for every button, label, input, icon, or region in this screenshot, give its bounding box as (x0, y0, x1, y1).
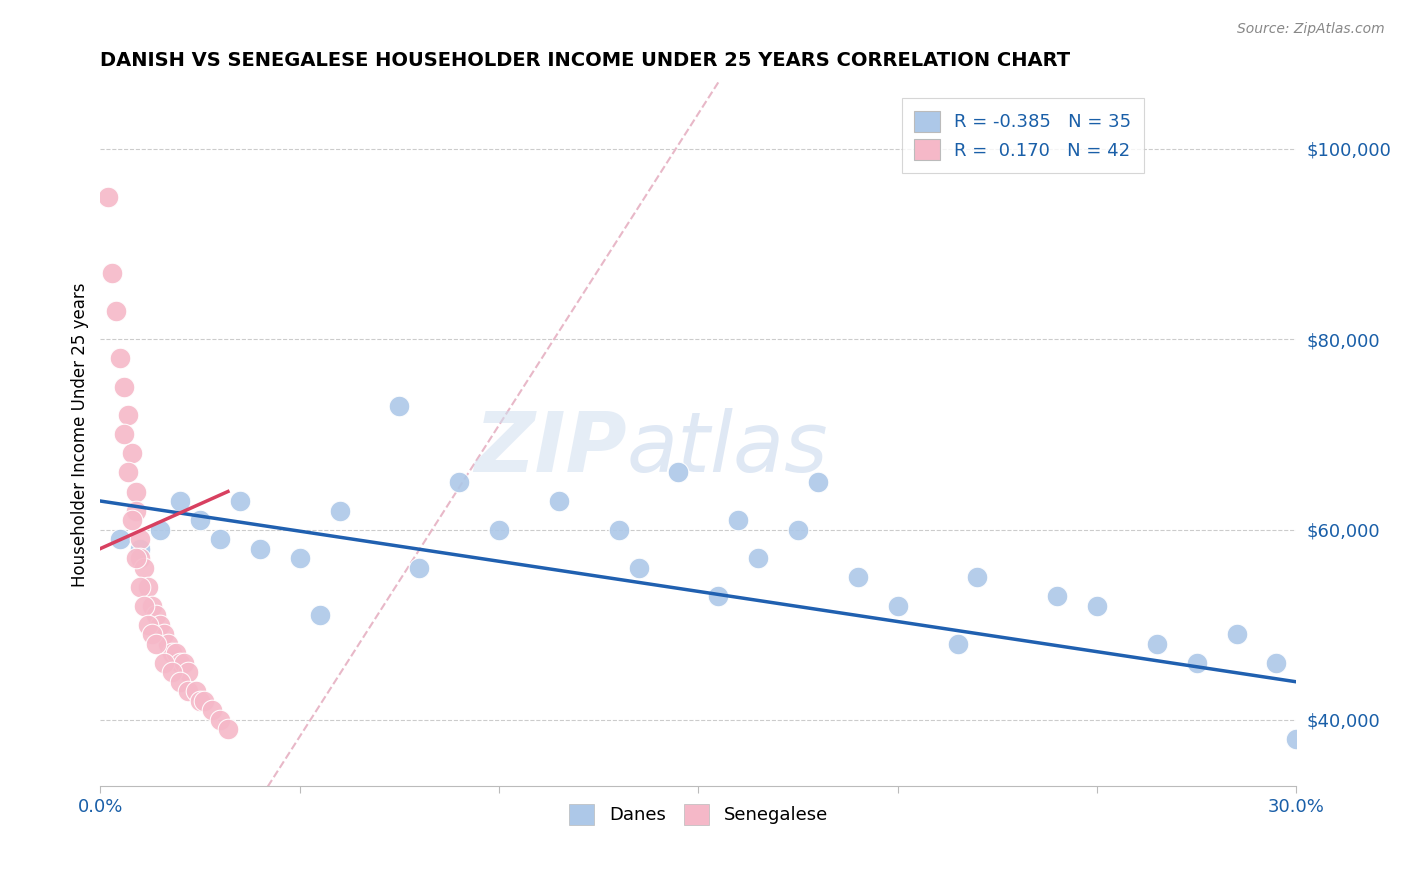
Point (201, 703, 224, 717)
Point (129, 551, 152, 566)
Point (846, 570, 869, 584)
Point (165, 646, 187, 660)
Point (112, 427, 135, 442)
Point (134, 599, 156, 613)
Point (707, 589, 730, 603)
Point (1146, 637, 1168, 651)
Point (153, 656, 176, 670)
Point (177, 665, 200, 680)
Point (668, 466, 690, 480)
Point (184, 684, 207, 698)
Point (101, 266, 124, 280)
Point (149, 523, 172, 537)
Point (145, 608, 167, 623)
Point (193, 694, 215, 708)
Point (160, 665, 183, 680)
Point (208, 532, 231, 546)
Point (217, 723, 239, 737)
Point (488, 523, 510, 537)
Point (125, 503, 148, 517)
Point (886, 599, 908, 613)
Point (787, 523, 810, 537)
Point (747, 551, 769, 566)
Point (136, 617, 159, 632)
Point (105, 303, 128, 318)
Point (229, 494, 252, 508)
Point (946, 637, 969, 651)
Point (288, 551, 311, 566)
Point (125, 551, 148, 566)
Point (169, 494, 191, 508)
Point (188, 513, 211, 527)
Text: Source: ZipAtlas.com: Source: ZipAtlas.com (1237, 22, 1385, 37)
Point (173, 656, 195, 670)
Point (249, 541, 271, 556)
Point (547, 494, 569, 508)
Legend: Danes, Senegalese: Danes, Senegalese (560, 795, 837, 834)
Point (627, 560, 650, 574)
Point (153, 627, 176, 641)
Text: ZIP: ZIP (474, 408, 627, 489)
Point (110, 532, 132, 546)
Point (1046, 589, 1069, 603)
Point (449, 475, 471, 489)
Point (129, 541, 152, 556)
Text: atlas: atlas (627, 408, 828, 489)
Point (169, 674, 191, 689)
Point (177, 684, 200, 698)
Point (129, 580, 152, 594)
Point (117, 466, 139, 480)
Point (1265, 656, 1288, 670)
Y-axis label: Householder Income Under 25 years: Householder Income Under 25 years (72, 282, 89, 587)
Point (966, 570, 988, 584)
Point (97, 189, 120, 203)
Point (112, 380, 135, 394)
Point (807, 475, 830, 489)
Point (308, 608, 330, 623)
Point (188, 694, 211, 708)
Point (117, 409, 139, 423)
Point (134, 560, 156, 574)
Point (408, 560, 430, 574)
Point (1226, 627, 1249, 641)
Point (149, 617, 172, 632)
Point (121, 513, 143, 527)
Point (388, 399, 411, 413)
Point (141, 599, 163, 613)
Text: DANISH VS SENEGALESE HOUSEHOLDER INCOME UNDER 25 YEARS CORRELATION CHART: DANISH VS SENEGALESE HOUSEHOLDER INCOME … (100, 51, 1070, 70)
Point (145, 637, 167, 651)
Point (157, 637, 180, 651)
Point (125, 484, 148, 499)
Point (1085, 599, 1108, 613)
Point (129, 532, 152, 546)
Point (1285, 731, 1308, 746)
Point (121, 446, 143, 460)
Point (607, 523, 630, 537)
Point (1185, 656, 1208, 670)
Point (141, 627, 163, 641)
Point (110, 351, 132, 366)
Point (208, 713, 231, 727)
Point (136, 580, 159, 594)
Point (329, 503, 352, 517)
Point (169, 656, 191, 670)
Point (160, 646, 183, 660)
Point (727, 513, 749, 527)
